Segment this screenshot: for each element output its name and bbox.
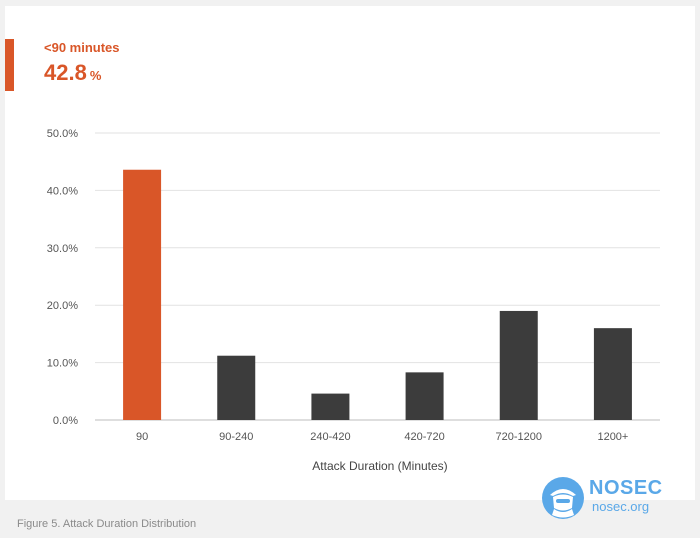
y-tick-label: 0.0% — [53, 415, 78, 427]
logo-url: nosec.org — [592, 499, 650, 514]
x-tick-label: 240-420 — [310, 431, 350, 443]
logo-name: NOSEC — [589, 477, 663, 499]
highlight-unit: % — [89, 68, 102, 83]
y-tick-label: 30.0% — [47, 243, 78, 255]
y-tick-label: 20.0% — [47, 300, 78, 312]
bar-90 — [123, 169, 162, 420]
x-tick-label: 1200+ — [597, 431, 628, 443]
nosec-logo: NOSEC nosec.org — [540, 475, 665, 523]
x-tick-label: 90-240 — [219, 431, 253, 443]
bar-420-720 — [405, 372, 444, 420]
bar-90-240 — [217, 355, 256, 420]
bar-240-420 — [311, 393, 350, 420]
y-tick-label: 40.0% — [47, 185, 78, 197]
highlight-value: 42.8 — [44, 60, 87, 85]
y-tick-label: 50.0% — [47, 128, 78, 140]
bar-chart: 0.0% 10.0% 20.0% 30.0% 40.0% 50.0% 90 90-240 24… — [47, 128, 660, 443]
bar-720-1200 — [499, 310, 538, 420]
highlight-label: <90 minutes — [44, 40, 120, 55]
gridlines — [95, 132, 660, 421]
x-tick-labels: 90 90-240 240-420 420-720 720-1200 1200+ — [136, 431, 628, 443]
bars — [123, 169, 632, 420]
chart-card: <90 minutes 42.8% 0.0% 10.0% 20.0% 30.0% 40.… — [5, 6, 695, 519]
y-tick-labels: 0.0% 10.0% 20.0% 30.0% 40.0% 50.0% — [47, 128, 78, 427]
x-tick-label: 720-1200 — [496, 431, 543, 443]
highlight-accent-bar — [5, 39, 14, 91]
hooded-face-icon — [542, 477, 584, 519]
x-axis-title: Attack Duration (Minutes) — [312, 459, 448, 473]
bar-1200+ — [593, 328, 632, 420]
highlight-value-row: 42.8% — [44, 60, 101, 86]
y-tick-label: 10.0% — [47, 358, 78, 370]
x-tick-label: 90 — [136, 431, 148, 443]
x-tick-label: 420-720 — [404, 431, 444, 443]
figure-caption: Figure 5. Attack Duration Distribution — [17, 518, 197, 530]
